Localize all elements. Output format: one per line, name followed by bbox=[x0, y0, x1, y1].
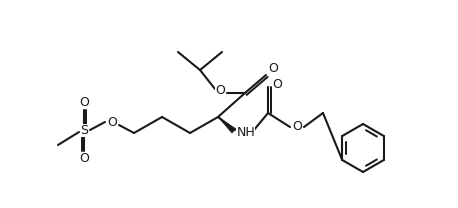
Text: O: O bbox=[292, 120, 302, 134]
Text: O: O bbox=[268, 62, 278, 74]
Text: O: O bbox=[79, 152, 89, 166]
Text: O: O bbox=[272, 78, 282, 90]
Text: O: O bbox=[107, 115, 117, 129]
Text: O: O bbox=[215, 83, 225, 97]
Text: S: S bbox=[80, 124, 88, 136]
Polygon shape bbox=[218, 117, 236, 133]
Text: NH: NH bbox=[237, 125, 256, 139]
Text: O: O bbox=[79, 95, 89, 109]
